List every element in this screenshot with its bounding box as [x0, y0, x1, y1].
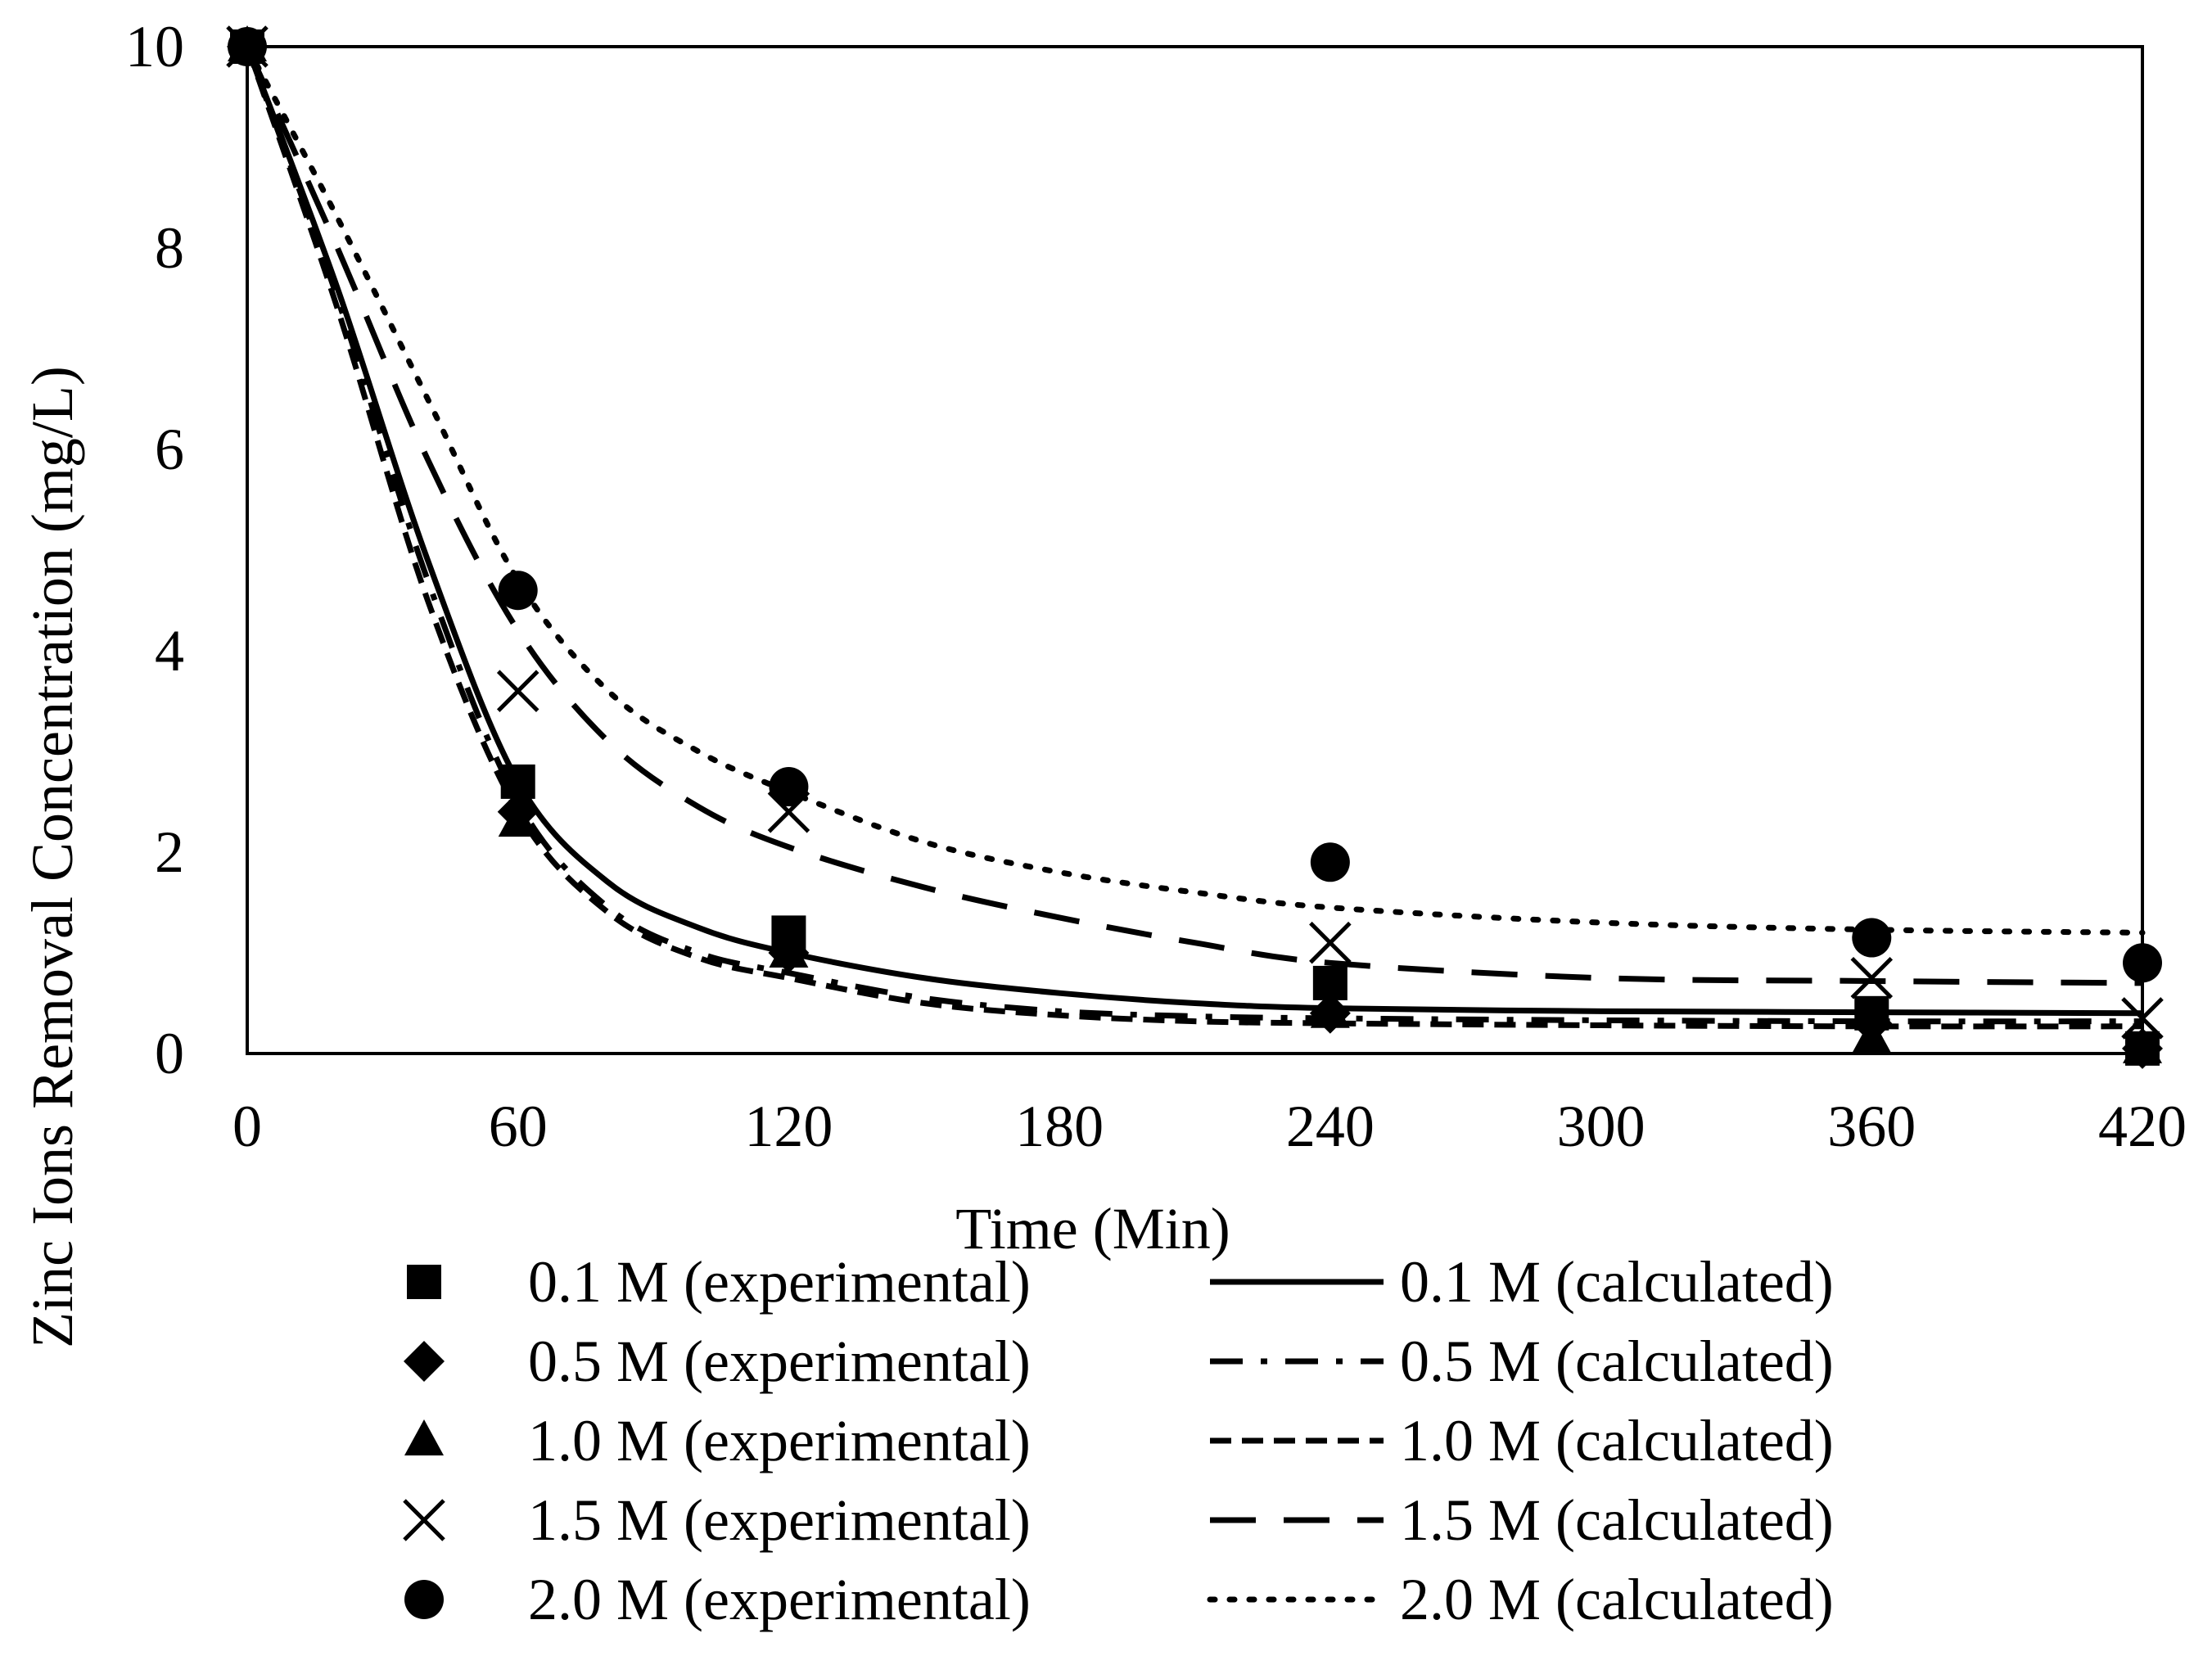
x-axis: 0 60 120 180 240 300 360 420 [232, 1094, 2187, 1159]
data-point-triangle [1852, 1017, 1892, 1054]
data-point-triangle [1310, 991, 1350, 1028]
legend-label: 0.5 M (calculated) [1400, 1329, 1834, 1394]
plot-area-frame [246, 45, 2144, 1055]
legend-marker-cross [403, 1499, 445, 1541]
data-point-triangle [769, 932, 809, 968]
series-line-6 [244, 45, 2143, 1025]
legend-label: 1.0 M (calculated) [1400, 1408, 1834, 1473]
x-tick-label: 0 [232, 1094, 262, 1159]
x-tick-label: 360 [1827, 1094, 1916, 1159]
data-point-circle [2123, 943, 2162, 983]
x-tick-label: 300 [1557, 1094, 1645, 1159]
legend-label: 1.5 M (calculated) [1400, 1487, 1834, 1553]
data-point-cross [1309, 921, 1352, 964]
calculated-series [244, 43, 2146, 1030]
legend-label: 2.0 M (experimental) [528, 1567, 1031, 1632]
data-point-cross [1850, 956, 1894, 999]
y-tick-label: 2 [155, 819, 184, 885]
legend-label: 0.1 M (calculated) [1400, 1249, 1834, 1315]
y-tick-label: 0 [155, 1021, 184, 1086]
x-axis-title: Time (Min) [955, 1196, 1230, 1261]
y-tick-label: 4 [155, 618, 184, 684]
series-line-5 [244, 45, 2143, 1017]
data-point-circle [1852, 918, 1892, 958]
legend-marker-triangle [404, 1419, 444, 1455]
legend-marker-circle [404, 1580, 444, 1619]
experimental-series [226, 25, 2164, 1069]
legend-label: 1.0 M (experimental) [528, 1408, 1031, 1473]
data-point-circle [228, 27, 267, 66]
data-point-circle [498, 571, 538, 611]
data-point-circle [1310, 842, 1350, 882]
legend-label: 0.1 M (experimental) [528, 1249, 1031, 1315]
y-tick-label: 6 [155, 417, 184, 482]
data-point-triangle [2123, 1027, 2162, 1063]
x-tick-label: 60 [489, 1094, 548, 1159]
y-tick-label: 8 [155, 215, 184, 281]
x-tick-label: 180 [1015, 1094, 1104, 1159]
data-point-cross [2121, 997, 2164, 1040]
y-axis-title: Zinc Ions Removal Concentration (mg/L) [20, 366, 85, 1348]
x-tick-label: 120 [744, 1094, 833, 1159]
legend-label: 0.5 M (experimental) [528, 1329, 1031, 1394]
legend-marker-diamond [404, 1341, 445, 1382]
series-line-8 [244, 45, 2143, 986]
legend: 0.1 M (experimental) 0.5 M (experimental)… [403, 1249, 1834, 1632]
x-tick-label: 420 [2098, 1094, 2187, 1159]
data-point-triangle [498, 801, 538, 837]
y-tick-label: 10 [125, 14, 184, 79]
data-point-cross [496, 670, 539, 712]
series-line-7 [244, 45, 2143, 1030]
data-point-circle [769, 767, 809, 807]
legend-marker-square [407, 1265, 441, 1299]
x-tick-label: 240 [1286, 1094, 1375, 1159]
series-line-9 [244, 43, 2146, 936]
y-axis: 0 2 4 6 8 10 [125, 14, 184, 1086]
legend-label: 2.0 M (calculated) [1400, 1567, 1834, 1632]
legend-label: 1.5 M (experimental) [528, 1487, 1031, 1553]
